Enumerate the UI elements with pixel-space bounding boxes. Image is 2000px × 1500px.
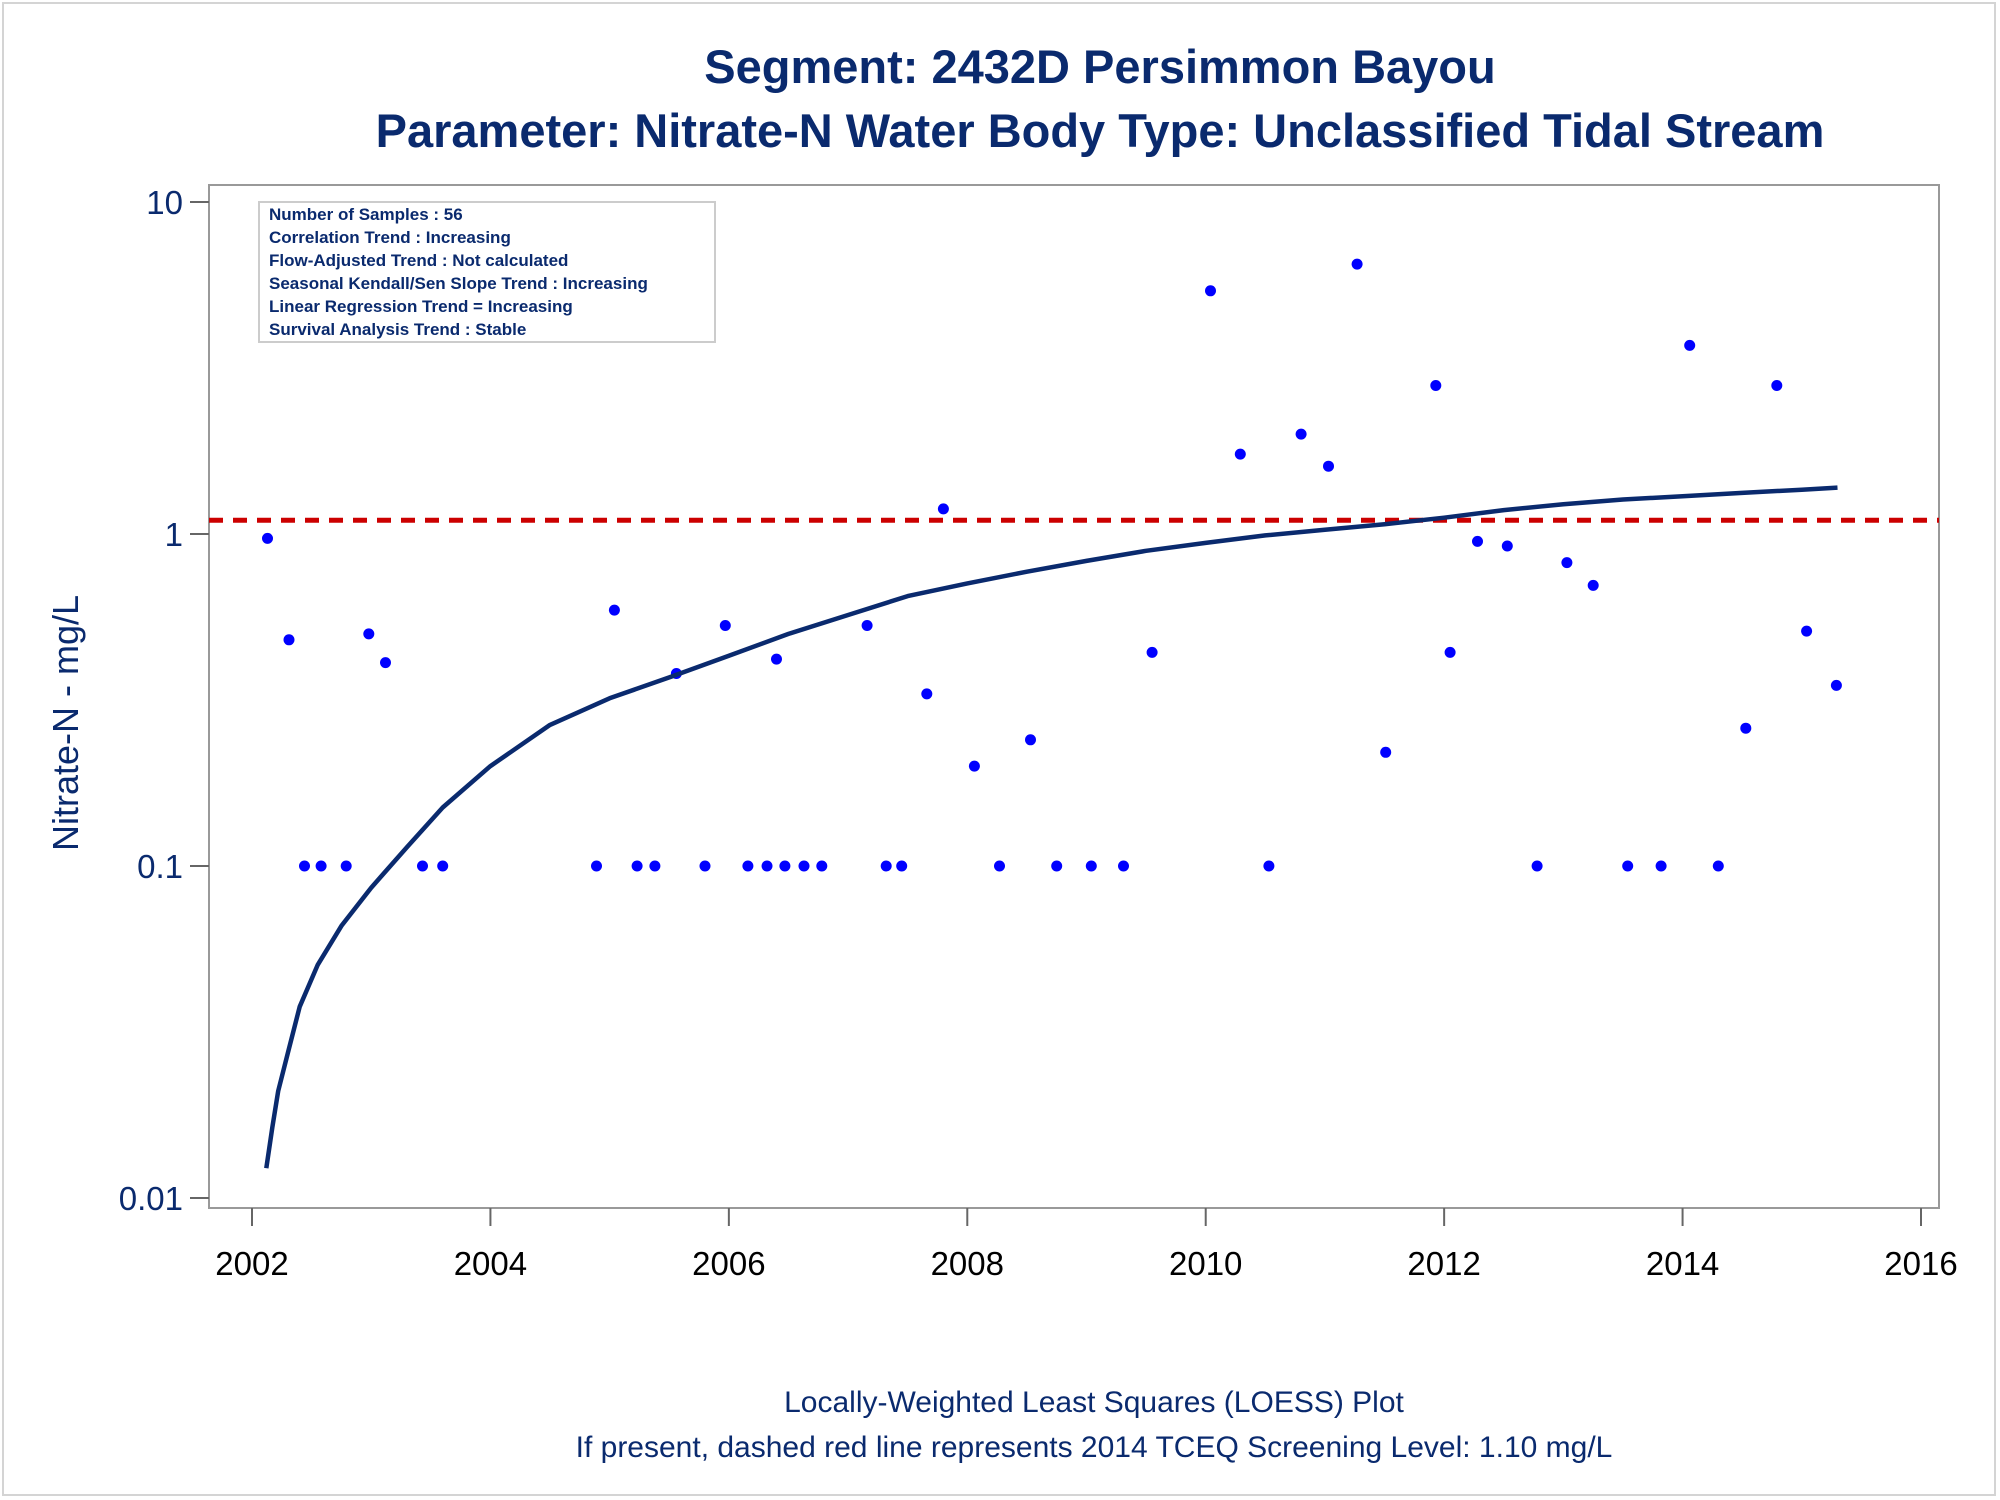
x-tick-label: 2012	[1407, 1245, 1480, 1282]
legend-box: Number of Samples : 56 Correlation Trend…	[258, 201, 716, 343]
footnote-loess: Locally-Weighted Least Squares (LOESS) P…	[784, 1386, 1404, 1419]
y-tick-label: 0.1	[137, 848, 183, 885]
data-point	[1531, 860, 1543, 872]
data-point	[1323, 460, 1334, 472]
data-point	[1501, 540, 1513, 552]
data-point	[1085, 860, 1097, 872]
data-point	[608, 604, 620, 616]
chart-title: Segment: 2432D Persimmon Bayou	[704, 40, 1495, 93]
x-tick-label: 2016	[1884, 1245, 1957, 1282]
data-point	[1263, 860, 1275, 872]
data-point	[1380, 746, 1392, 758]
x-tick-label: 2004	[454, 1245, 527, 1282]
y-axis-label: Nitrate-N - mg/L	[45, 595, 86, 851]
legend-line-1: Number of Samples : 56	[269, 205, 463, 224]
legend-line-3: Flow-Adjusted Trend : Not calculated	[269, 251, 568, 270]
data-point	[315, 860, 327, 872]
data-point	[742, 860, 754, 872]
data-point	[1351, 258, 1363, 270]
legend-line-2: Correlation Trend : Increasing	[269, 228, 511, 247]
data-point	[1830, 679, 1842, 691]
x-tick-label: 2014	[1646, 1245, 1719, 1282]
data-point	[1146, 646, 1158, 658]
data-point	[1561, 557, 1573, 569]
data-point	[1622, 860, 1634, 872]
data-point	[437, 860, 449, 872]
data-point	[649, 860, 661, 872]
data-point	[1801, 625, 1813, 637]
legend-line-4: Seasonal Kendall/Sen Slope Trend : Incre…	[269, 274, 648, 293]
y-axis: 0.01 0.1 1 10	[119, 184, 209, 1217]
data-point	[283, 634, 295, 646]
data-point	[880, 860, 892, 872]
loess-curve	[264, 485, 1838, 1169]
y-tick-label: 0.01	[119, 1180, 183, 1217]
data-point	[1771, 380, 1783, 391]
plot-area	[208, 184, 1940, 1209]
data-point	[861, 620, 873, 631]
data-point	[417, 860, 428, 872]
data-point	[1430, 380, 1442, 391]
footnote-screening: If present, dashed red line represents 2…	[576, 1431, 1613, 1464]
data-point	[1025, 734, 1036, 746]
data-point	[1118, 860, 1129, 872]
data-point	[1205, 285, 1216, 297]
data-point	[896, 860, 908, 872]
data-point	[299, 860, 310, 872]
y-tick-label: 10	[146, 184, 183, 221]
legend-line-5: Linear Regression Trend = Increasing	[269, 297, 573, 316]
data-point	[1684, 339, 1696, 351]
data-point	[1444, 646, 1456, 658]
data-point	[761, 860, 773, 872]
data-point	[1472, 535, 1483, 547]
legend-line-6: Survival Analysis Trend : Stable	[269, 320, 526, 339]
data-point	[921, 688, 933, 700]
chart-subtitle: Parameter: Nitrate-N Water Body Type: Un…	[376, 104, 1825, 157]
data-point	[1655, 860, 1667, 872]
data-point	[798, 860, 810, 872]
x-axis: 2002 2004 2006 2008 2010 2012 2014 2016	[215, 1208, 1958, 1282]
data-point	[1051, 860, 1063, 872]
data-point	[1587, 579, 1599, 591]
series-layer	[262, 258, 1842, 1169]
y-tick-label: 1	[165, 516, 183, 553]
data-point	[591, 860, 602, 872]
data-point	[340, 860, 352, 872]
data-point	[771, 653, 782, 665]
data-point	[816, 860, 828, 872]
data-point	[968, 760, 980, 772]
data-point	[719, 620, 731, 631]
data-point	[262, 532, 273, 544]
x-tick-label: 2002	[215, 1245, 288, 1282]
data-point	[994, 860, 1005, 872]
data-point	[1234, 448, 1246, 460]
x-tick-label: 2008	[931, 1245, 1004, 1282]
data-point	[937, 503, 949, 515]
x-tick-label: 2006	[692, 1245, 765, 1282]
data-point	[1295, 428, 1307, 440]
data-point	[699, 860, 711, 872]
x-tick-label: 2010	[1169, 1245, 1242, 1282]
data-point	[1712, 860, 1724, 872]
data-point	[363, 628, 375, 640]
data-point	[631, 860, 643, 872]
data-point	[1740, 722, 1752, 734]
data-point	[380, 657, 391, 669]
data-point	[779, 860, 791, 872]
